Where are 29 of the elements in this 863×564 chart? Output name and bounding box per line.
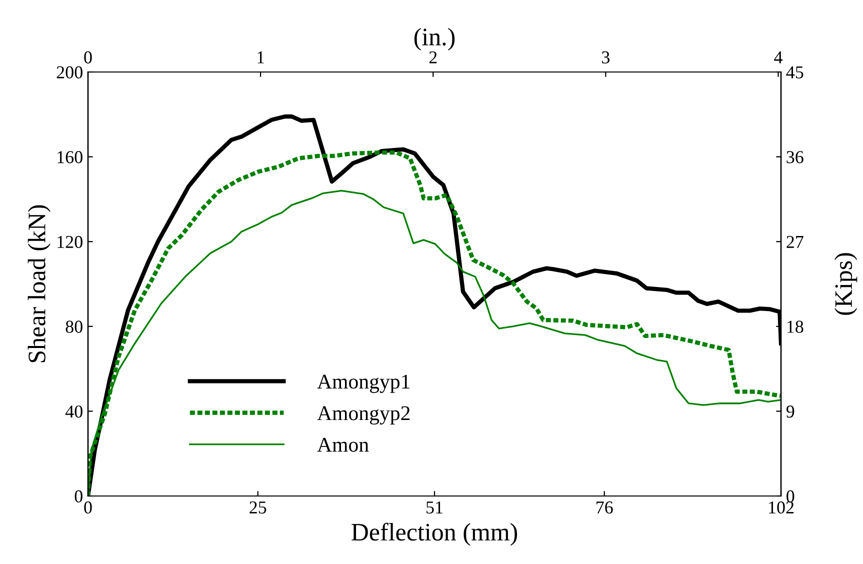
y-tick-label: 200 (56, 66, 82, 78)
y-tick-label: 40 (65, 405, 82, 418)
x-tick-label: 25 (250, 501, 266, 514)
y-axis-title: Shear load (kN) (28, 205, 50, 362)
legend-label: Amon (317, 438, 369, 452)
x2-axis-title: (in.) (414, 28, 455, 51)
y2-tick-label: 9 (786, 406, 794, 418)
y2-tick-label: 45 (786, 66, 804, 78)
x-tick-label: 0 (84, 501, 92, 514)
y2-tick-label: 18 (787, 320, 804, 333)
x-tick-label: 51 (426, 501, 442, 514)
y2-tick-label: 27 (786, 236, 804, 248)
y2-tick-label: 36 (786, 151, 804, 164)
y-tick-label: 0 (74, 490, 82, 502)
legend-label: Amongyp2 (317, 406, 410, 425)
x2-tick-label: 1 (258, 51, 264, 64)
x2-tick-label: 0 (84, 51, 92, 64)
x2-tick-label: 3 (602, 51, 610, 64)
y-tick-label: 160 (58, 151, 82, 164)
x2-tick-label: 4 (774, 51, 782, 64)
x-tick-label: 102 (769, 501, 794, 514)
x-tick-label: 76 (596, 501, 613, 514)
x-axis-title: Deflection (mm) (352, 522, 518, 546)
x2-tick-label: 2 (429, 51, 437, 64)
y2-tick-label: 0 (786, 490, 794, 502)
y2-axis-title: (Kips) (834, 253, 858, 315)
y-tick-label: 80 (66, 320, 82, 333)
legend-label: Amongyp1 (317, 374, 410, 393)
y-tick-label: 120 (58, 236, 82, 248)
